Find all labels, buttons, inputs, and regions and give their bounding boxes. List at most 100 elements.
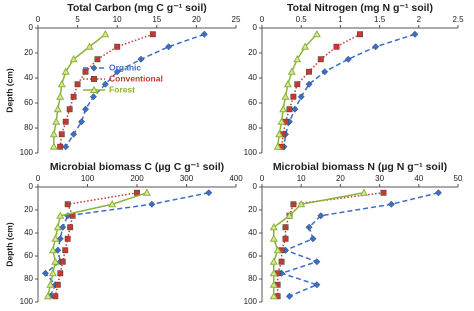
y-tick-label: 0 — [253, 23, 258, 32]
legend-label: Organic — [109, 62, 141, 72]
square-marker — [294, 81, 301, 88]
y-tick-label: 0 — [29, 23, 34, 32]
square-marker — [149, 31, 156, 38]
diamond-marker — [165, 43, 173, 51]
triangle-marker — [269, 257, 278, 265]
diamond-marker — [41, 269, 49, 277]
square-marker — [58, 131, 65, 138]
diamond-marker — [291, 105, 299, 113]
y-tick-label: 80 — [24, 274, 33, 283]
diamond-marker — [56, 235, 64, 243]
diamond-marker — [387, 200, 395, 208]
triangle-marker — [142, 188, 151, 196]
y-axis-label: Depth (cm) — [4, 222, 14, 267]
x-tick-label: 10 — [297, 174, 306, 183]
diamond-marker — [137, 55, 145, 63]
square-marker — [82, 68, 89, 75]
triangle-marker — [51, 257, 60, 265]
x-tick-label: 2.5 — [452, 15, 464, 24]
triangle-marker — [269, 223, 278, 231]
chart-title: Total Nitrogen (mg N g⁻¹ soil) — [287, 2, 433, 14]
triangle-marker — [48, 269, 57, 277]
x-tick-label: 0 — [36, 15, 41, 24]
square-marker — [64, 235, 71, 242]
diamond-marker — [54, 246, 62, 254]
square-marker — [62, 247, 69, 254]
square-marker — [286, 106, 293, 113]
y-tick-label: 20 — [24, 205, 33, 214]
triangle-marker — [85, 42, 94, 50]
triangle-marker — [269, 269, 278, 277]
square-marker — [114, 43, 121, 50]
triangle-marker — [293, 55, 302, 63]
chart-title: Total Carbon (mg C g⁻¹ soil) — [67, 2, 207, 14]
triangle-marker — [61, 67, 70, 75]
series-line — [276, 192, 384, 297]
triangle-marker — [277, 117, 286, 125]
series-line — [279, 192, 439, 297]
square-marker — [70, 93, 77, 100]
x-tick-label: 200 — [130, 174, 144, 183]
x-tick-label: 20 — [192, 15, 201, 24]
diamond-marker — [205, 189, 213, 197]
legend-marker — [89, 85, 99, 94]
triangle-marker — [52, 117, 61, 125]
y-tick-label: 40 — [248, 228, 257, 237]
square-marker — [290, 93, 297, 100]
series-line — [280, 33, 361, 147]
triangle-marker — [108, 200, 117, 208]
y-tick-label: 100 — [20, 148, 34, 157]
y-tick-label: 80 — [248, 274, 257, 283]
square-marker — [54, 281, 61, 288]
y-tick-label: 60 — [248, 251, 257, 260]
x-tick-label: 20 — [336, 174, 345, 183]
y-tick-label: 20 — [248, 48, 257, 57]
y-tick-label: 60 — [24, 251, 33, 260]
series-line — [283, 33, 416, 147]
triangle-marker — [275, 130, 284, 138]
series-line — [44, 192, 209, 297]
square-marker — [290, 201, 297, 208]
x-tick-label: 0 — [260, 15, 265, 24]
x-tick-label: 30 — [375, 174, 384, 183]
series-line — [53, 33, 106, 147]
diamond-marker — [101, 80, 109, 88]
diamond-marker — [148, 200, 156, 208]
y-tick-label: 60 — [248, 98, 257, 107]
x-tick-label: 1.5 — [374, 15, 386, 24]
triangle-marker — [281, 92, 290, 100]
triangle-marker — [57, 80, 66, 88]
series-line — [47, 192, 148, 297]
x-tick-label: 50 — [454, 174, 463, 183]
triangle-marker — [287, 67, 296, 75]
diamond-marker — [70, 130, 78, 138]
triangle-marker — [269, 280, 278, 288]
diamond-marker — [285, 292, 293, 300]
square-marker — [94, 56, 101, 63]
x-tick-label: 25 — [232, 15, 241, 24]
x-tick-label: 400 — [229, 174, 243, 183]
triangle-marker — [269, 292, 278, 300]
square-marker — [74, 81, 81, 88]
x-tick-label: 5 — [75, 15, 80, 24]
series-line — [54, 192, 138, 297]
diamond-marker — [297, 93, 305, 101]
x-tick-label: 40 — [414, 174, 423, 183]
x-tick-label: 15 — [152, 15, 161, 24]
diamond-marker — [59, 223, 67, 231]
y-tick-label: 100 — [20, 297, 34, 306]
y-tick-label: 80 — [24, 123, 33, 132]
legend-label: Forest — [109, 84, 135, 94]
triangle-marker — [297, 200, 306, 208]
square-marker — [62, 118, 69, 125]
x-tick-label: 1 — [338, 15, 343, 24]
square-marker — [357, 31, 363, 38]
square-marker — [282, 235, 289, 242]
triangle-marker — [285, 211, 294, 219]
y-tick-label: 80 — [248, 123, 257, 132]
y-tick-label: 40 — [24, 228, 33, 237]
triangle-marker — [53, 223, 62, 231]
triangle-marker — [269, 234, 278, 242]
y-tick-label: 40 — [24, 73, 33, 82]
square-marker — [306, 68, 312, 75]
